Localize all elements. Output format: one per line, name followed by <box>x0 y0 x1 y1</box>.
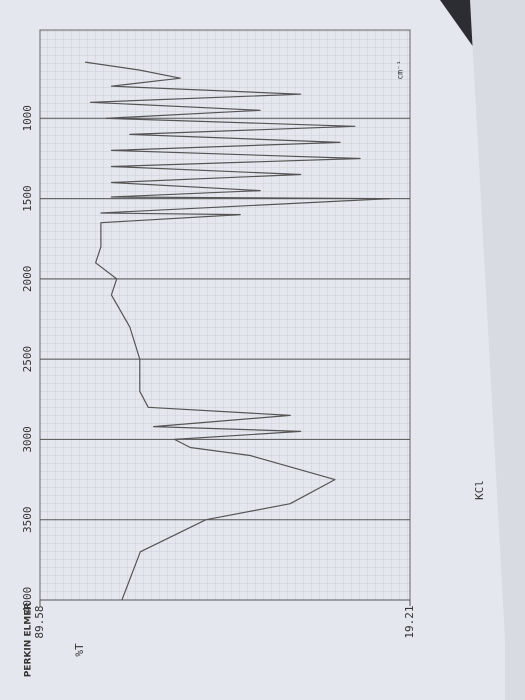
y-axis-label: %T <box>73 643 86 657</box>
chart-grid <box>40 30 410 600</box>
x-tick-label: 3000 <box>21 426 34 453</box>
x-tick-label: 1000 <box>21 105 34 132</box>
x-tick-label: 2500 <box>21 346 34 373</box>
annotation: KCl <box>473 480 486 500</box>
y-tick-label: 89.58 <box>33 605 46 638</box>
x-tick-label: 3500 <box>21 506 34 533</box>
x-tick-label: 2000 <box>21 266 34 293</box>
x-tick-label: 4000 <box>21 587 34 614</box>
paper-shadow <box>440 0 525 700</box>
x-tick-label: 1500 <box>21 185 34 212</box>
spectrum-line <box>85 61 391 601</box>
y-tick-label: 19.21 <box>403 605 416 638</box>
x-axis-label: cm⁻¹ <box>396 60 405 79</box>
brand: PERKIN ELMER <box>24 603 34 678</box>
